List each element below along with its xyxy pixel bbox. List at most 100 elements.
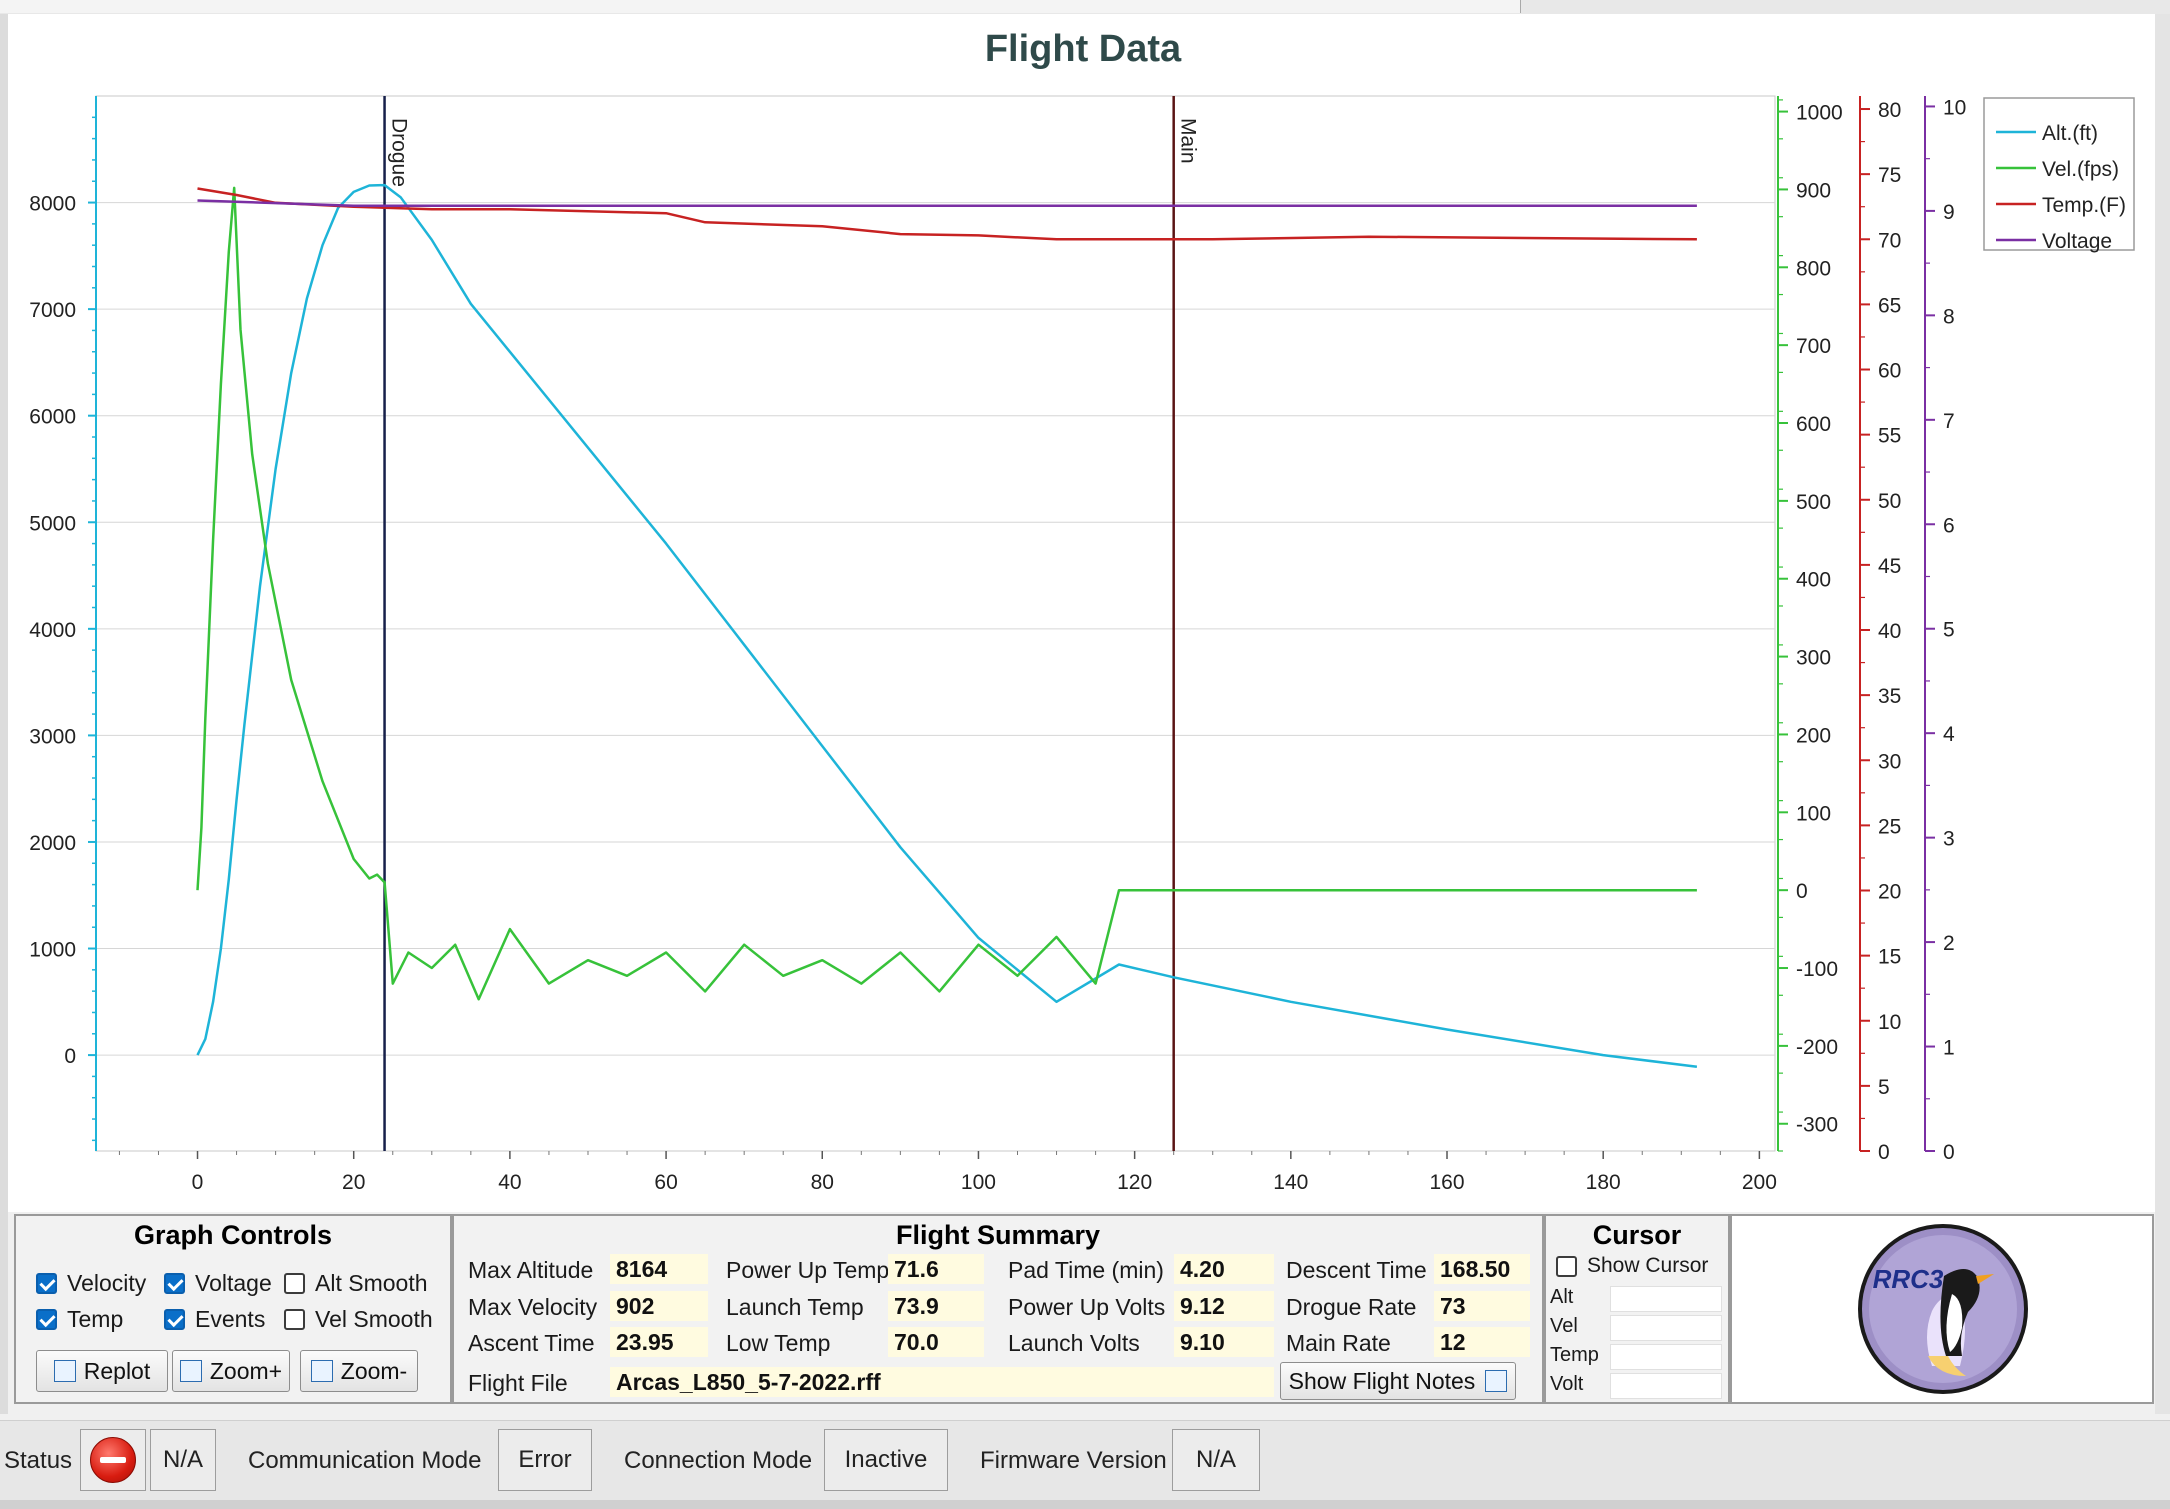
velocity-tick-label: 300 — [1796, 647, 1831, 670]
x-tick-label: 140 — [1273, 1171, 1308, 1194]
temperature-tick-label: 60 — [1878, 360, 1901, 383]
cursor-alt-value — [1610, 1286, 1722, 1312]
power-up-volts-label: Power Up Volts — [1008, 1294, 1166, 1320]
button-label: Zoom+ — [209, 1357, 283, 1384]
temperature-tick-label: 35 — [1878, 685, 1901, 708]
temperature-tick-label: 0 — [1878, 1141, 1890, 1164]
x-tick-label: 60 — [654, 1171, 677, 1194]
altitude-tick-label: 4000 — [29, 619, 76, 642]
zoom-in-button[interactable]: Zoom+ — [172, 1350, 290, 1392]
checkbox-label: Alt Smooth — [315, 1270, 428, 1296]
velocity-tick-label: 600 — [1796, 413, 1831, 436]
event-label: Main — [1177, 118, 1200, 164]
checkbox-label: Events — [195, 1306, 266, 1332]
altitude-tick-label: 7000 — [29, 299, 76, 322]
notes-icon — [1485, 1370, 1508, 1392]
velocity-checkbox[interactable]: Velocity — [36, 1270, 146, 1297]
firmware-label: Firmware Version — [980, 1447, 1167, 1474]
cursor-vel-label: Vel — [1550, 1315, 1578, 1337]
voltage-checkbox[interactable]: Voltage — [164, 1270, 272, 1297]
temperature-tick-label: 5 — [1878, 1076, 1890, 1099]
x-tick-label: 200 — [1742, 1171, 1777, 1194]
velocity-tick-label: 200 — [1796, 724, 1831, 747]
voltage-tick-label: 6 — [1943, 514, 1955, 537]
velocity-tick-label: 400 — [1796, 569, 1831, 592]
comm-mode-label: Communication Mode — [248, 1447, 482, 1474]
temperature-tick-label: 50 — [1878, 490, 1901, 513]
x-tick-label: 80 — [811, 1171, 834, 1194]
checkbox-box[interactable] — [36, 1273, 57, 1294]
voltage-tick-label: 9 — [1943, 201, 1955, 224]
cursor-volt-value — [1610, 1373, 1722, 1399]
temperature-tick-label: 40 — [1878, 620, 1901, 643]
toolbar-tab[interactable] — [0, 0, 297, 13]
zoom-in-icon — [179, 1360, 202, 1382]
temp-checkbox[interactable]: Temp — [36, 1306, 123, 1333]
flight-file-value: Arcas_L850_5-7-2022.rff — [610, 1367, 1274, 1397]
descent-time-label: Descent Time — [1286, 1257, 1427, 1283]
toolbar-tab[interactable] — [572, 0, 879, 13]
altitude-tick-label: 2000 — [29, 832, 76, 855]
checkbox-box[interactable] — [36, 1309, 57, 1330]
show-cursor-checkbox[interactable]: Show Cursor — [1556, 1254, 1708, 1278]
taskbar-strip — [0, 1500, 2170, 1509]
events-checkbox[interactable]: Events — [164, 1306, 265, 1333]
error-stop-icon — [90, 1437, 136, 1483]
series-line — [196, 183, 1698, 1069]
voltage-tick-label: 2 — [1943, 932, 1955, 955]
button-label: Zoom- — [340, 1357, 408, 1384]
conn-mode-label: Connection Mode — [624, 1447, 813, 1474]
altitude-tick-label: 3000 — [29, 725, 76, 748]
launch-volts-value: 9.10 — [1174, 1327, 1274, 1357]
toolbar-tab[interactable] — [1184, 0, 1521, 13]
logo-panel: RRC3 — [1730, 1214, 2154, 1404]
voltage-tick-label: 4 — [1943, 723, 1955, 746]
vel-smooth-checkbox[interactable]: Vel Smooth — [284, 1306, 433, 1333]
temperature-tick-label: 80 — [1878, 99, 1901, 122]
button-label: Show Flight Notes — [1288, 1367, 1476, 1394]
cursor-title: Cursor — [1592, 1220, 1682, 1250]
ascent-time-label: Ascent Time — [468, 1330, 595, 1356]
main-rate-label: Main Rate — [1286, 1330, 1391, 1356]
checkbox-box[interactable] — [284, 1273, 305, 1294]
velocity-tick-label: -200 — [1796, 1036, 1838, 1059]
series-line — [197, 199, 1697, 207]
velocity-tick-label: 900 — [1796, 179, 1831, 202]
altitude-tick-label: 6000 — [29, 406, 76, 429]
checkbox-box[interactable] — [164, 1309, 185, 1330]
checkbox-label: Temp — [67, 1306, 124, 1332]
alt-smooth-checkbox[interactable]: Alt Smooth — [284, 1270, 428, 1297]
temperature-tick-label: 10 — [1878, 1011, 1901, 1034]
drogue-rate-value: 73 — [1434, 1291, 1530, 1321]
velocity-tick-label: -300 — [1796, 1114, 1838, 1137]
max-velocity-value: 902 — [610, 1291, 708, 1321]
bottom-panels: Graph Controls Velocity Voltage Alt Smoo… — [14, 1214, 2154, 1408]
checkbox-box[interactable] — [164, 1273, 185, 1294]
velocity-tick-label: 1000 — [1796, 102, 1843, 125]
toolbar-tab[interactable] — [878, 0, 1185, 13]
window-left-edge — [0, 14, 8, 1414]
x-tick-label: 180 — [1586, 1171, 1621, 1194]
conn-mode-value: Inactive — [824, 1429, 948, 1491]
velocity-tick-label: 500 — [1796, 491, 1831, 514]
replot-button[interactable]: Replot — [36, 1350, 168, 1392]
voltage-tick-label: 5 — [1943, 619, 1955, 642]
flight-summary-panel: Flight Summary Max Altitude 8164 Max Vel… — [452, 1214, 1544, 1404]
x-tick-label: 160 — [1429, 1171, 1464, 1194]
top-tab-strip — [0, 0, 2170, 15]
cursor-temp-value — [1610, 1344, 1722, 1370]
legend-label: Vel.(fps) — [2042, 158, 2119, 181]
logo-text: RRC3 — [1873, 1264, 1944, 1294]
checkbox-box[interactable] — [284, 1309, 305, 1330]
comm-mode-value: Error — [498, 1429, 592, 1491]
show-flight-notes-button[interactable]: Show Flight Notes — [1280, 1362, 1516, 1400]
altitude-tick-label: 1000 — [29, 939, 76, 962]
legend-label: Alt.(ft) — [2042, 122, 2098, 145]
main-rate-value: 12 — [1434, 1327, 1530, 1357]
checkbox-box[interactable] — [1556, 1255, 1577, 1277]
cursor-temp-label: Temp — [1550, 1344, 1599, 1366]
temperature-tick-label: 75 — [1878, 164, 1901, 187]
cursor-panel: Cursor Show Cursor Alt Vel Temp Volt — [1544, 1214, 1730, 1404]
zoom-out-button[interactable]: Zoom- — [300, 1350, 418, 1392]
toolbar-tab[interactable] — [296, 0, 573, 13]
